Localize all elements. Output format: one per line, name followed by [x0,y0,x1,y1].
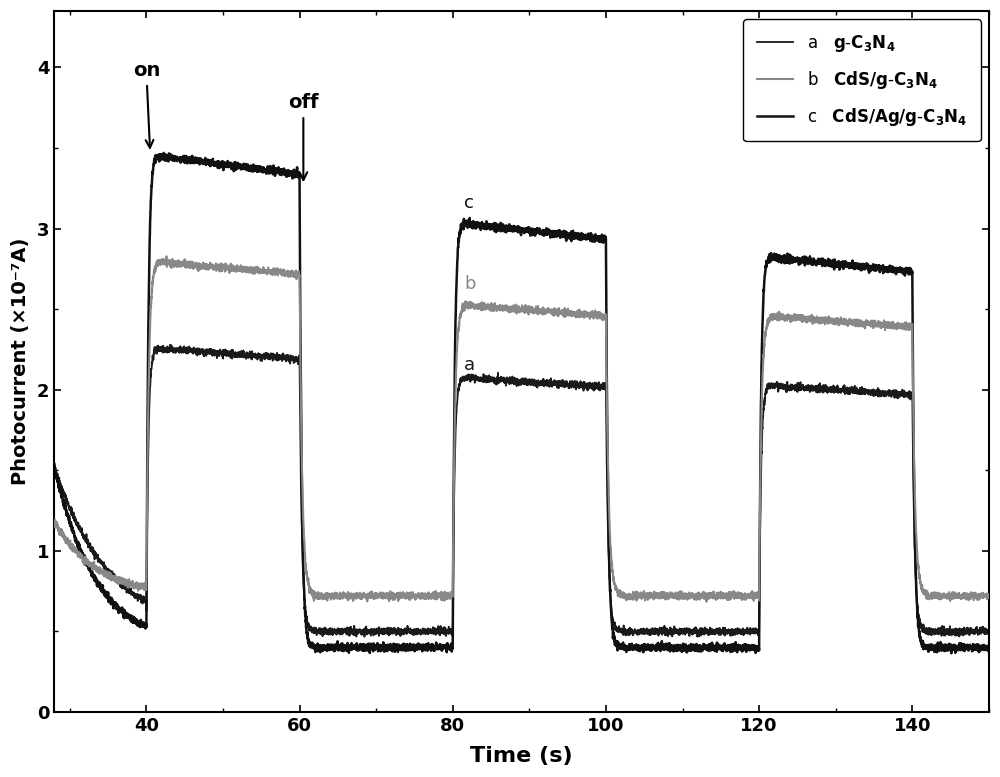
Text: b: b [464,275,476,293]
Legend: a   $\mathbf{g}$-$\mathbf{C_3N_4}$, b   $\mathbf{CdS/g}$-$\mathbf{C_3N_4}$, c   : a $\mathbf{g}$-$\mathbf{C_3N_4}$, b $\ma… [743,19,981,141]
Text: a: a [464,356,475,374]
Y-axis label: Photocurrent (×10⁻⁷A): Photocurrent (×10⁻⁷A) [11,238,30,485]
Text: off: off [288,93,319,180]
X-axis label: Time (s): Time (s) [470,746,573,766]
Text: on: on [133,61,160,148]
Text: c: c [464,194,474,212]
